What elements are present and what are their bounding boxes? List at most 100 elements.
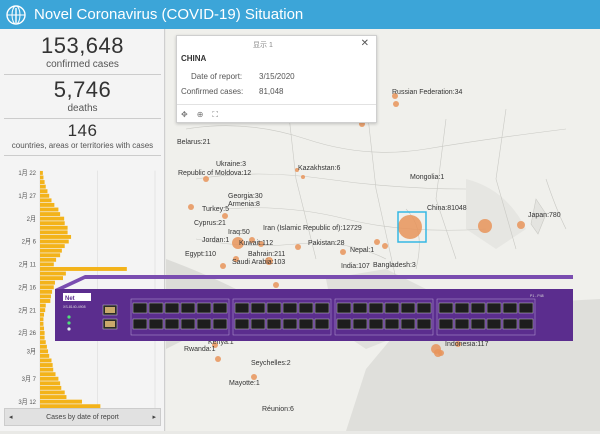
map-label-id[interactable]: Indonesia:117 [445,341,489,348]
histogram-bar[interactable] [40,212,61,217]
sfp-port [416,302,432,314]
histogram-bar[interactable] [40,180,45,185]
network-switch-image: Net XS-8140-4908 P1 - P48 [55,275,573,341]
histogram-bar[interactable] [40,335,45,340]
zoom-to-icon[interactable]: ⊕ [196,110,204,119]
histogram-bar[interactable] [40,216,65,221]
histogram-bar[interactable] [40,381,61,386]
sfp-port [502,302,518,314]
map-label-md[interactable]: Republic of Moldova:12 [178,170,252,177]
histogram-bar[interactable] [40,230,68,235]
histogram-bar[interactable] [40,253,61,258]
map-label-ua[interactable]: Ukraine:3 [216,161,246,168]
histogram-bar[interactable] [40,358,52,363]
histogram-bar[interactable] [40,326,45,331]
map-label-ge[interactable]: Georgia:30 [228,193,263,200]
histogram-bar[interactable] [40,367,54,372]
map-label-re[interactable]: Réunion:6 [262,406,294,413]
histogram-bar[interactable] [40,184,46,189]
histogram-bar[interactable] [40,385,62,390]
map-label-kz[interactable]: Kazakhstan:6 [298,165,341,172]
histogram-bar[interactable] [40,221,65,226]
confirmed-label: confirmed cases [46,59,119,70]
histogram-bar[interactable] [40,372,56,377]
histogram-bar[interactable] [40,271,66,276]
confirmed-count: 153,648 [40,33,125,58]
histogram-bar[interactable] [40,248,62,253]
map-label-tr[interactable]: Turkey:5 [202,206,229,213]
histogram-bar[interactable] [40,340,46,345]
histogram-bar[interactable] [40,175,44,180]
histogram-bar[interactable] [40,262,54,267]
histogram-bar[interactable] [40,353,50,358]
switch-model: XS-8140-4908 [63,305,86,309]
sfp-port [212,318,228,330]
map-label-jp[interactable]: Japan:780 [528,212,561,219]
histogram-bar[interactable] [40,267,127,271]
pan-icon[interactable]: ✥ [181,110,188,119]
histogram-bar[interactable] [40,294,51,299]
map-label-bd[interactable]: Bangladesh:3 [373,262,416,269]
map-label-ru[interactable]: Russian Federation:34 [392,89,463,96]
histogram-bar[interactable] [40,193,50,198]
map-label-mn[interactable]: Mongolia:1 [410,174,445,181]
close-icon[interactable]: ✕ [360,38,369,49]
histogram-bar[interactable] [40,189,48,194]
map-label-in[interactable]: India:107 [341,263,370,270]
map-label-ir[interactable]: Iran (Islamic Republic of):12729 [263,225,362,232]
histogram-bar[interactable] [40,321,44,326]
histogram-bar[interactable] [40,257,57,262]
histogram-bar[interactable] [40,299,51,303]
map-label-jo[interactable]: Jordan:1 [202,237,230,244]
histogram-bar[interactable] [40,239,69,244]
histogram-bar[interactable] [40,280,55,285]
map-label-bh[interactable]: Bahrain:211 [248,251,286,258]
histogram-bar[interactable] [40,289,53,294]
switch-front-panel [55,289,573,341]
histogram-bar[interactable] [40,202,55,207]
map-label-sc[interactable]: Seychelles:2 [251,360,291,367]
map-label-am[interactable]: Armenia:8 [228,201,260,208]
histogram-bar[interactable] [40,390,65,395]
histogram-bar[interactable] [40,363,53,367]
histogram-bar[interactable] [40,312,45,317]
histogram-bar[interactable] [40,399,82,404]
map-label-kw[interactable]: Kuwait:112 [239,240,274,247]
map-label-ke[interactable]: Kenya:1 [208,339,234,346]
map-label-yt[interactable]: Mayotte:1 [229,380,260,387]
histogram-bar[interactable] [40,349,49,354]
histogram-bar[interactable] [40,170,43,175]
popup-cases-label: Confirmed cases: [181,87,244,96]
histogram-next-button[interactable]: ▸ [152,414,156,421]
fullscreen-icon[interactable]: ⛶ [212,110,219,119]
histogram-bar[interactable] [40,331,45,335]
sfp-port [196,318,212,330]
histogram-bar[interactable] [40,234,72,239]
histogram-bar[interactable] [40,376,59,381]
map-label-pk[interactable]: Pakistan:28 [308,240,345,247]
histogram-bar[interactable] [40,404,101,409]
histogram-bar[interactable] [40,344,47,349]
histogram-date-label: 3月 12 [18,398,36,406]
histogram-bar[interactable] [40,308,46,313]
histogram-bar[interactable] [40,276,63,281]
histogram-bar[interactable] [40,198,52,203]
histogram-bar[interactable] [40,303,46,308]
map-label-cn[interactable]: China:81048 [427,205,467,212]
histogram-prev-button[interactable]: ◂ [9,414,13,421]
map-label-cy[interactable]: Cyprus:21 [194,220,226,227]
histogram-bar[interactable] [40,225,68,230]
histogram-bar[interactable] [40,285,54,290]
divider [4,155,161,156]
map-label-np[interactable]: Nepal:1 [350,247,375,254]
sfp-port [502,318,518,330]
map-label-iq[interactable]: Iraq:50 [228,229,250,236]
histogram-bar[interactable] [40,317,44,322]
histogram-bar[interactable] [40,244,65,249]
map-label-eg[interactable]: Egypt:110 [185,251,217,258]
map-label-sa[interactable]: Saudi Arabia:103 [232,259,286,266]
map-label-rw[interactable]: Rwanda:1 [184,346,216,353]
histogram-bar[interactable] [40,207,59,212]
map-label-by[interactable]: Belarus:21 [177,139,211,146]
histogram-bar[interactable] [40,395,67,400]
